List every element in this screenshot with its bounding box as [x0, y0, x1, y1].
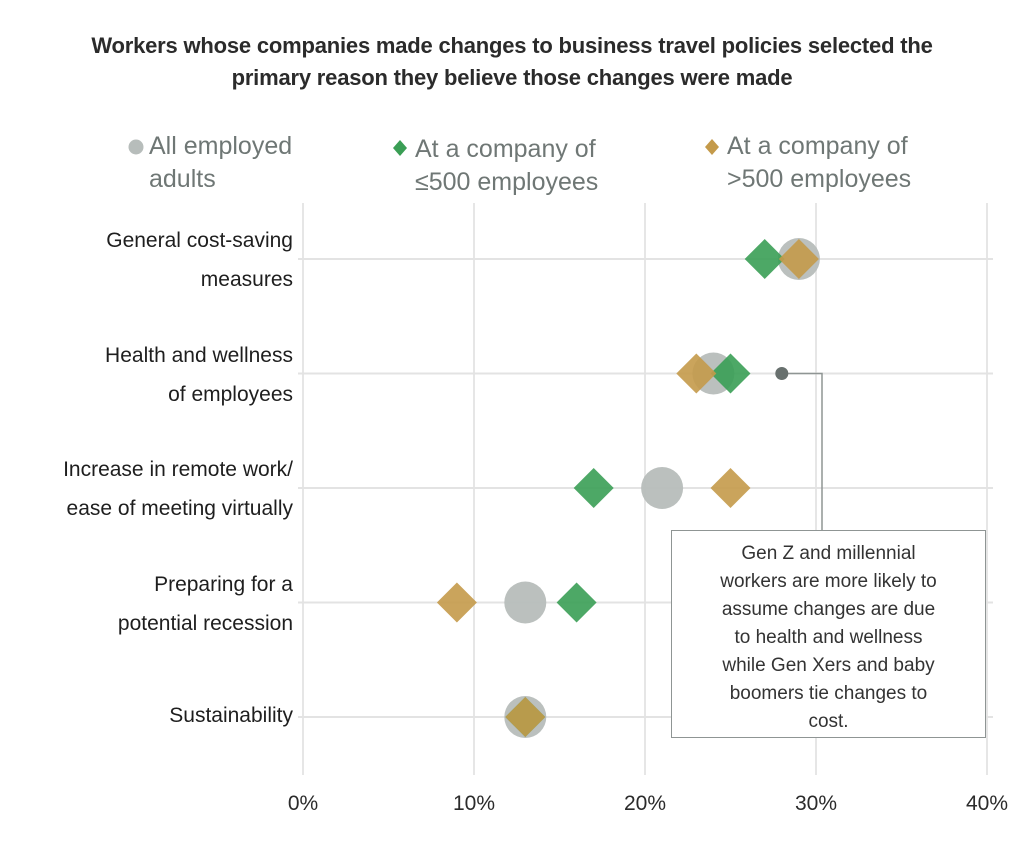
category-label-line: Increase in remote work/ — [63, 458, 293, 481]
category-label-line: Sustainability — [169, 704, 293, 727]
category-label-line: of employees — [168, 382, 293, 406]
legend-diamond-green-icon — [393, 140, 407, 156]
legend-label-line-2: >500 employees — [727, 165, 912, 193]
data-point-diamond — [505, 697, 546, 737]
chart-title-line-1: Workers whose companies made changes to … — [91, 33, 933, 58]
annotation-line: cost. — [808, 711, 849, 732]
category-label-line: General cost-saving — [106, 229, 293, 252]
x-tick-label: 0% — [287, 792, 319, 815]
annotation-connector — [775, 367, 823, 530]
category-label-line: potential recession — [117, 611, 293, 635]
category-label-line: Preparing for a — [154, 572, 293, 596]
legend-diamond-gold-icon — [705, 139, 719, 155]
x-tick-label: 30% — [794, 792, 838, 815]
data-point-diamond — [744, 239, 785, 279]
annotation-pointer-dot — [775, 367, 789, 380]
annotation-line: workers are more likely to — [720, 571, 937, 592]
legend-label-line-1: All employed — [149, 132, 293, 160]
data-point-diamond — [778, 239, 819, 279]
chart-title-line-2: primary reason they believe those change… — [231, 65, 793, 90]
category-label-line: measures — [200, 268, 293, 291]
legend-label-line-2: adults — [149, 165, 216, 193]
annotation-line: boomers tie changes to — [729, 683, 928, 704]
data-point-circle — [504, 581, 547, 624]
data-point-diamond — [676, 353, 717, 394]
annotation-line: while Gen Xers and baby — [722, 655, 935, 676]
data-point-diamond — [556, 582, 597, 623]
data-point-diamond — [710, 353, 751, 394]
annotation-line: assume changes are due — [721, 599, 936, 620]
data-point-diamond — [436, 582, 477, 623]
legend-circle-marker-icon — [128, 139, 144, 155]
legend-label-line-1: At a company of — [727, 132, 908, 160]
category-label: Preparing for a potential recession — [118, 565, 293, 643]
chart-title: Workers whose companies made changes to … — [0, 30, 1024, 94]
legend-label-line-1: At a company of — [415, 135, 596, 163]
annotation-box: Gen Z and millennial workers are more li… — [671, 530, 986, 738]
data-marks — [436, 238, 820, 738]
category-label: Increase in remote work/ease of meeting … — [63, 450, 293, 528]
data-point-diamond — [573, 468, 614, 508]
legend-label-line-2: ≤500 employees — [415, 168, 599, 196]
x-tick-label: 20% — [623, 792, 667, 815]
annotation-line: to health and wellness — [734, 627, 923, 648]
category-label: Health and wellness of employees — [105, 336, 293, 414]
x-tick-label: 40% — [965, 792, 1009, 815]
annotation-line: Gen Z and millennial — [741, 543, 916, 564]
data-point-diamond — [710, 468, 751, 508]
annotation-connector-line — [781, 372, 823, 530]
category-label: General cost-saving measures — [106, 221, 293, 299]
category-label-line: Health and wellness — [105, 343, 293, 367]
category-label: Sustainability — [169, 696, 293, 735]
category-label-line: ease of meeting virtually — [66, 497, 293, 520]
x-tick-label: 10% — [452, 792, 496, 815]
data-point-circle — [641, 467, 684, 509]
